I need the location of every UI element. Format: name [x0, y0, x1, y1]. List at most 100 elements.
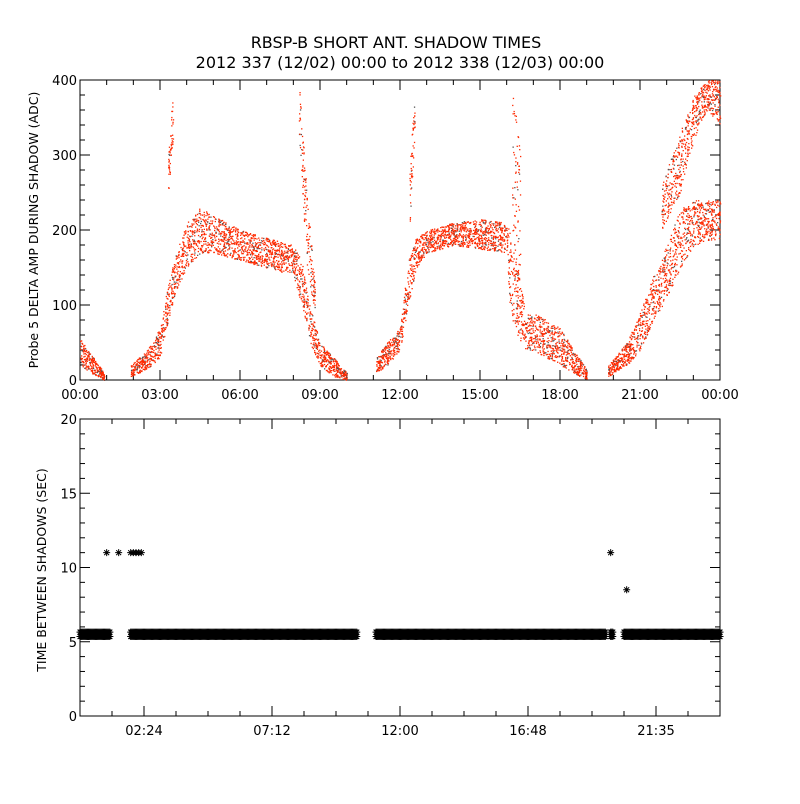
data-point [299, 271, 300, 272]
data-point [472, 243, 473, 244]
data-point [304, 291, 305, 292]
y-tick-label: 0 [69, 374, 77, 389]
data-point [493, 236, 494, 237]
chart-title: RBSP-B SHORT ANT. SHADOW TIMES [251, 33, 542, 52]
data-point [511, 298, 512, 299]
data-point [168, 165, 169, 166]
data-point [418, 259, 419, 260]
data-point [324, 368, 325, 369]
data-point [566, 360, 567, 361]
data-point [517, 146, 518, 147]
data-point [502, 237, 503, 238]
data-point [281, 269, 282, 270]
data-point [535, 326, 536, 327]
data-point [287, 271, 288, 272]
data-point [494, 250, 495, 251]
data-point [102, 371, 103, 372]
data-point [581, 362, 582, 363]
data-point [467, 245, 468, 246]
data-point [584, 366, 585, 367]
data-point [238, 241, 239, 242]
data-point [439, 231, 440, 232]
data-point [206, 226, 207, 227]
data-point [404, 313, 405, 314]
data-point [274, 262, 275, 263]
data-point [444, 229, 445, 230]
data-point [490, 226, 491, 227]
data-point [225, 224, 226, 225]
data-point [333, 360, 334, 361]
data-point [516, 204, 517, 205]
data-point [405, 300, 406, 301]
data-point [252, 243, 253, 244]
data-point [537, 338, 538, 339]
data-point [168, 167, 169, 168]
data-point [487, 225, 488, 226]
data-point [153, 350, 154, 351]
data-point [394, 352, 395, 353]
data-point [475, 231, 476, 232]
data-point [435, 250, 436, 251]
data-point [98, 375, 99, 376]
data-point [545, 333, 546, 334]
data-point [508, 236, 509, 237]
data-point [335, 374, 336, 375]
data-point [566, 365, 567, 366]
data-point [161, 331, 162, 332]
data-point [514, 280, 515, 281]
data-point [172, 123, 173, 124]
data-point [151, 364, 152, 365]
data-point [304, 278, 305, 279]
data-point [519, 296, 520, 297]
data-point [331, 359, 332, 360]
data-point [466, 227, 467, 228]
data-point [177, 286, 178, 287]
data-point [186, 262, 187, 263]
data-point [570, 350, 571, 351]
data-point [204, 221, 205, 222]
data-point [91, 362, 92, 363]
data-point [558, 341, 559, 342]
data-point [174, 288, 175, 289]
data-point [540, 343, 541, 344]
data-point [261, 247, 262, 248]
data-point [219, 223, 220, 224]
data-point [234, 242, 235, 243]
data-point [398, 348, 399, 349]
data-point [100, 377, 101, 378]
data-point [406, 311, 407, 312]
data-point [509, 283, 510, 284]
data-point [515, 119, 516, 120]
data-point [521, 291, 522, 292]
data-point [158, 333, 159, 334]
data-point [300, 278, 301, 279]
data-point [579, 371, 580, 372]
data-point [567, 358, 568, 359]
data-point [235, 231, 236, 232]
data-point [230, 253, 231, 254]
data-point [501, 247, 502, 248]
data-point [208, 244, 209, 245]
data-point [452, 223, 453, 224]
data-point [331, 357, 332, 358]
data-point [158, 344, 159, 345]
data-point [563, 352, 564, 353]
data-point [261, 265, 262, 266]
data-point [300, 286, 301, 287]
data-point [404, 297, 405, 298]
data-point [414, 254, 415, 255]
data-point [172, 272, 173, 273]
data-point [340, 369, 341, 370]
data-point [278, 246, 279, 247]
data-point [446, 231, 447, 232]
data-point [462, 225, 463, 226]
data-point [217, 228, 218, 229]
data-point [84, 356, 85, 357]
data-point [479, 241, 480, 242]
data-point [103, 378, 104, 379]
data-point [262, 258, 263, 259]
data-point [389, 356, 390, 357]
data-point [285, 256, 286, 257]
data-point [457, 228, 458, 229]
data-point [610, 365, 611, 366]
